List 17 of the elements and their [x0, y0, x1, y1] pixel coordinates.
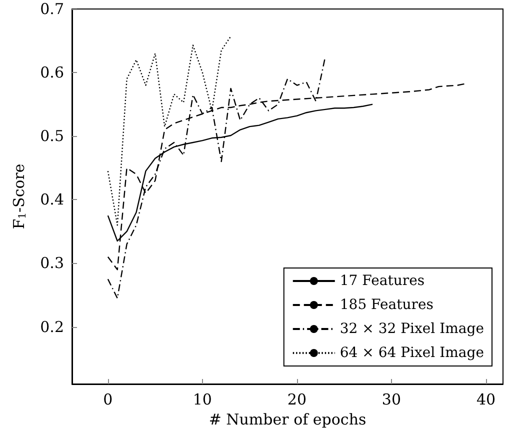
- y-tick-label: 0.6: [40, 64, 64, 82]
- y-axis-title: F1-Score: [10, 164, 28, 230]
- x-tick-label: 40: [476, 390, 496, 408]
- legend-label: 17 Features: [340, 273, 425, 289]
- y-tick-label: 0.7: [40, 0, 64, 18]
- y-tick-label: 0.4: [40, 190, 64, 209]
- y-tick-label: 0.2: [40, 318, 64, 336]
- x-tick-label: 30: [382, 390, 402, 408]
- x-axis-title: # Number of epochs: [208, 410, 366, 428]
- y-tick-label: 0.3: [40, 254, 64, 272]
- x-tick-label: 0: [103, 390, 113, 408]
- x-tick-label: 20: [287, 390, 306, 408]
- legend-label: 185 Features: [340, 297, 434, 313]
- y-tick-label: 0.5: [40, 127, 64, 146]
- legend-label: 64 × 64 Pixel Image: [340, 345, 484, 361]
- x-tick-label: 10: [192, 390, 212, 408]
- legend-label: 32 × 32 Pixel Image: [340, 321, 484, 337]
